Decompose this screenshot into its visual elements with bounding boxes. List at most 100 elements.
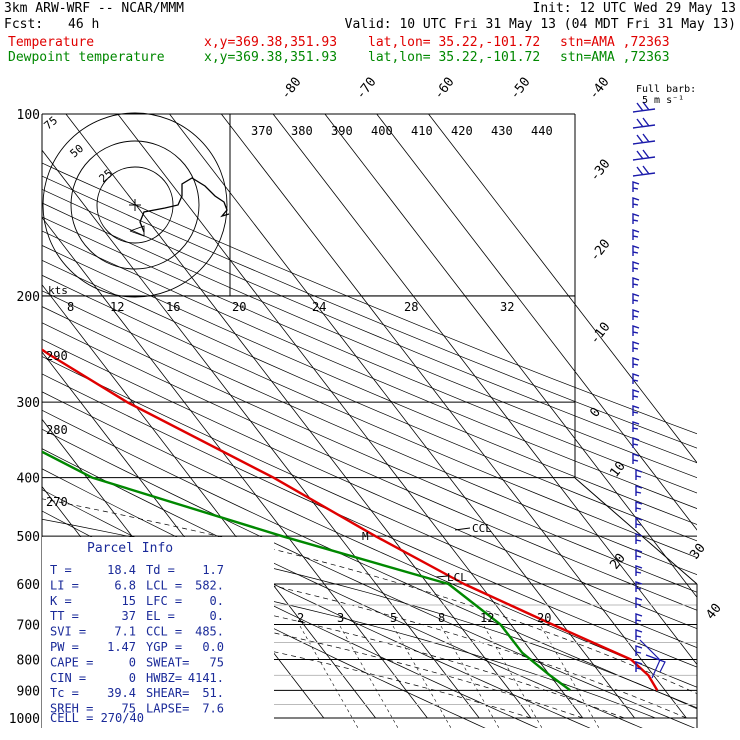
parcel-value2-0: 1.7 xyxy=(202,563,224,577)
mixing-ratio-line xyxy=(299,625,359,728)
hodograph-ring-label: 75 xyxy=(42,114,61,132)
parcel-value2-2: 0. xyxy=(210,594,224,608)
isobar-label: 900 xyxy=(17,684,40,699)
wind-barb xyxy=(635,549,643,560)
isotherm-label-top: -70 xyxy=(353,75,379,103)
hodograph-trace xyxy=(139,177,230,233)
kts-tick-24: 24 xyxy=(312,300,326,314)
isotherm-label-right: 10 xyxy=(607,459,628,481)
parcel-value2-1: 582. xyxy=(195,578,224,592)
model-title: 3km ARW-WRF -- NCAR/MMM xyxy=(4,1,185,16)
parcel-value-7: 0 xyxy=(129,671,136,685)
dry-adiabat xyxy=(42,259,697,542)
moist-adiabat xyxy=(42,498,697,694)
ccl-label: CCL xyxy=(472,522,492,535)
wind-barb xyxy=(635,485,643,496)
isotherm-line xyxy=(42,149,480,719)
parcel-key-3: TT = xyxy=(50,609,79,623)
wind-barb xyxy=(632,149,656,161)
wind-barb xyxy=(632,293,640,304)
isobar-label: 800 xyxy=(17,653,40,668)
hodograph-ring-label: 25 xyxy=(97,167,116,185)
isotherm-line xyxy=(324,114,697,598)
legend-dewpoint: Dewpoint temperature xyxy=(8,50,165,65)
dry-adiabat xyxy=(42,356,697,649)
legend-temperature: Temperature xyxy=(8,35,95,50)
kts-tick-8: 8 xyxy=(67,300,74,314)
parcel-value2-3: 0. xyxy=(210,609,224,623)
dry-adiabat xyxy=(42,409,697,709)
parcel-key2-9: LAPSE= xyxy=(146,702,189,716)
parcel-key2-4: CCL = xyxy=(146,625,182,639)
parcel-cell: CELL = 270/40 xyxy=(50,711,144,725)
temp-xy: x,y=369.38,351.93 xyxy=(204,35,338,50)
wind-barb xyxy=(632,421,640,432)
kts-tick-12: 12 xyxy=(110,300,124,314)
isotherm-line xyxy=(42,216,428,719)
isotherm-label-top: -40 xyxy=(586,75,612,103)
dewpoint-profile xyxy=(42,450,572,692)
parcel-key-7: CIN = xyxy=(50,671,86,685)
isobar-label: 100 xyxy=(17,108,40,123)
parcel-value2-4: 485. xyxy=(195,625,224,639)
parcel-key2-8: SHEAR= xyxy=(146,686,189,700)
parcel-key-2: K = xyxy=(50,594,72,608)
mixing-ratio-line xyxy=(339,625,399,728)
lcl-marker xyxy=(435,575,449,578)
theta-label-410: 410 xyxy=(411,124,433,138)
hodograph-center-cross xyxy=(129,199,141,211)
dry-adiabat xyxy=(42,338,697,630)
parcel-value-1: 6.8 xyxy=(114,578,136,592)
wind-barb xyxy=(632,357,640,368)
parcel-key-8: Tc = xyxy=(50,686,79,700)
isotherm-line xyxy=(0,114,13,718)
wind-barb-cluster xyxy=(639,639,666,679)
parcel-value-9: 75 xyxy=(122,702,136,716)
isotherm-label-right: 40 xyxy=(703,601,724,623)
dry-adiabat xyxy=(42,373,697,668)
wind-barb xyxy=(632,133,656,145)
dew-latlon: lat,lon= 35.22,-101.72 xyxy=(368,50,541,65)
theta-left-280: 280 xyxy=(46,423,68,437)
parcel-value-5: 1.47 xyxy=(107,640,136,654)
wind-barb xyxy=(635,501,643,512)
hodograph-ring xyxy=(70,140,200,270)
dry-adiabat xyxy=(42,306,697,593)
parcel-key2-7: HWBZ= xyxy=(146,671,182,685)
wind-barb xyxy=(635,469,643,480)
mixing-ratio-2: 2 xyxy=(297,611,304,625)
theta-label-390: 390 xyxy=(331,124,353,138)
mixing-ratio-5: 5 xyxy=(390,611,397,625)
wind-barb xyxy=(635,517,643,528)
theta-left-290: 290 xyxy=(46,349,68,363)
isotherm-line xyxy=(169,114,635,719)
wind-barb xyxy=(632,309,640,320)
valid-time: Valid: 10 UTC Fri 31 May 13 (04 MDT Fri … xyxy=(344,17,736,32)
parcel-value-0: 18.4 xyxy=(107,563,136,577)
moist-adiabat xyxy=(42,537,687,719)
parcel-value2-9: 7.6 xyxy=(202,702,224,716)
parcel-value2-5: 0.0 xyxy=(202,640,224,654)
dry-adiabat xyxy=(42,322,697,611)
isotherm-label-right: 30 xyxy=(687,541,708,563)
kts-tick-32: 32 xyxy=(500,300,514,314)
parcel-key2-5: YGP = xyxy=(146,640,182,654)
parcel-key-0: T = xyxy=(50,563,72,577)
isotherm-label-right: 20 xyxy=(607,551,628,573)
kts-tick-28: 28 xyxy=(404,300,418,314)
kts-tick-16: 16 xyxy=(166,300,180,314)
init-time: Init: 12 UTC Wed 29 May 13 xyxy=(532,1,737,16)
storm-motion-marker xyxy=(129,225,145,237)
dry-adiabat xyxy=(42,216,697,494)
wind-barb xyxy=(635,645,643,656)
isotherm-label-top: -50 xyxy=(507,75,533,103)
parcel-value2-6: 75 xyxy=(210,655,224,669)
mixing-ratio-3: 3 xyxy=(337,611,344,625)
kts-label: kts xyxy=(48,284,68,297)
isotherm-label-right: -20 xyxy=(587,237,613,265)
parcel-key-6: CAPE = xyxy=(50,655,93,669)
wind-barb xyxy=(635,581,643,592)
wind-barb xyxy=(632,229,640,240)
lcl-label: LCL xyxy=(447,571,467,584)
isotherm-line xyxy=(428,114,697,464)
